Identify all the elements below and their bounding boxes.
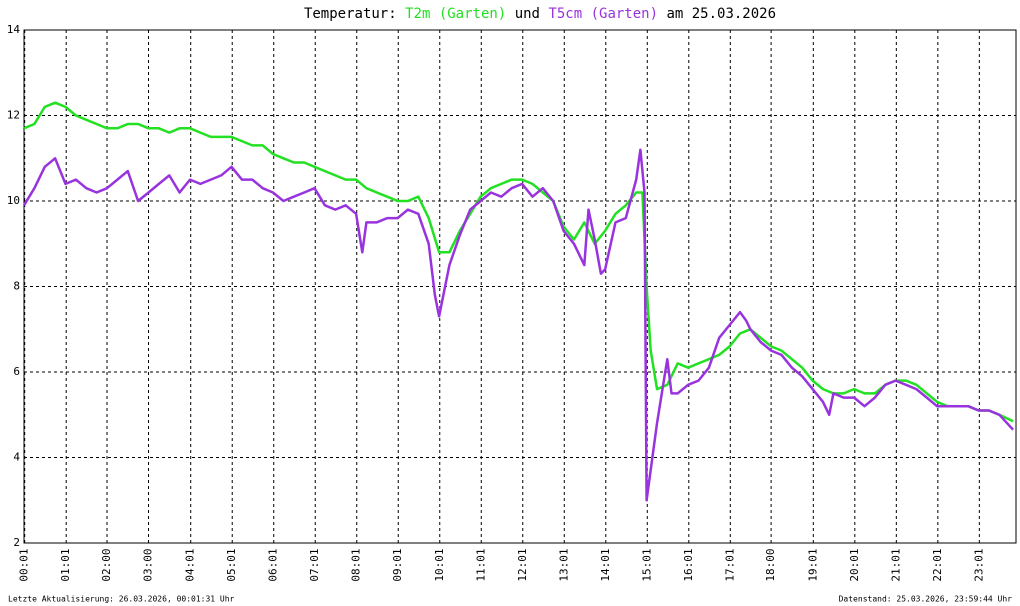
legend-entry: T2m (Garten): [405, 6, 506, 22]
series-line: [22, 148, 1015, 502]
x-tick-label: 18:00: [764, 548, 777, 581]
y-tick-label: 10: [7, 194, 20, 207]
y-tick-label: 12: [7, 109, 20, 122]
title-joiner: und: [515, 6, 540, 22]
x-tick-label: 16:01: [682, 548, 695, 581]
series-line: [23, 101, 1014, 423]
chart-title: Temperatur: T2m (Garten) und T5cm (Garte…: [304, 6, 776, 22]
x-tick-label: 01:01: [59, 548, 72, 581]
title-prefix: Temperatur:: [304, 6, 397, 22]
x-tick-label: 10:01: [433, 548, 446, 581]
plot-frame: [23, 29, 1017, 544]
x-tick-label: 15:01: [640, 548, 653, 581]
x-tick-label: 20:01: [848, 548, 861, 581]
legend-entry: T5cm (Garten): [548, 6, 658, 22]
x-tick-label: 19:01: [806, 548, 819, 581]
y-tick-label: 8: [13, 280, 20, 293]
title-suffix: am 25.03.2026: [666, 6, 776, 22]
y-tick-label: 14: [7, 23, 21, 36]
x-tick-label: 17:01: [723, 548, 736, 581]
x-tick-label: 03:00: [142, 548, 155, 581]
y-tick-label: 2: [13, 536, 20, 549]
x-tick-label: 22:01: [931, 548, 944, 581]
x-tick-label: 05:01: [225, 548, 238, 581]
y-tick-label: 6: [13, 365, 20, 378]
x-tick-label: 23:01: [972, 548, 985, 581]
y-tick-label: 4: [13, 451, 20, 464]
x-tick-label: 11:01: [474, 548, 487, 581]
x-tick-label: 00:01: [18, 548, 31, 581]
footer-right: Datenstand: 25.03.2026, 23:59:44 Uhr: [839, 595, 1013, 604]
x-tick-label: 13:01: [557, 548, 570, 581]
x-tick-label: 06:01: [267, 548, 280, 581]
x-tick-label: 21:01: [889, 548, 902, 581]
x-tick-label: 12:01: [516, 548, 529, 581]
x-tick-label: 08:01: [350, 548, 363, 581]
x-tick-label: 07:01: [308, 548, 321, 581]
x-tick-label: 09:01: [391, 548, 404, 581]
x-tick-label: 04:01: [184, 548, 197, 581]
x-tick-label: 02:00: [100, 548, 113, 581]
x-tick-label: 14:01: [599, 548, 612, 581]
footer-left: Letzte Aktualisierung: 26.03.2026, 00:01…: [8, 595, 235, 604]
